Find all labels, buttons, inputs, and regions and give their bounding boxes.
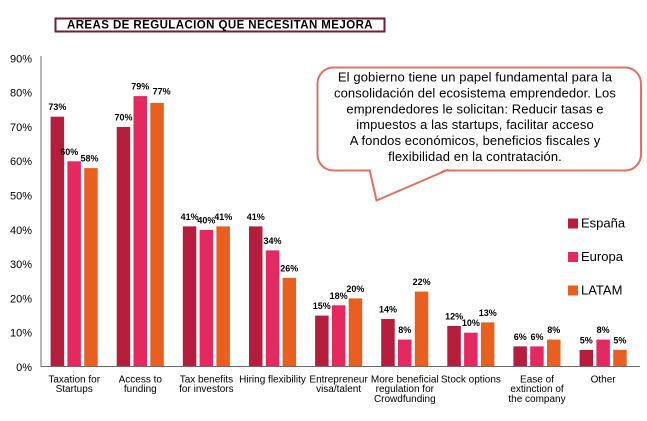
svg-text:22%: 22% <box>413 277 431 287</box>
svg-text:Stock options: Stock options <box>441 375 501 386</box>
svg-text:80%: 80% <box>10 88 32 100</box>
svg-text:More beneficial: More beneficial <box>371 375 439 386</box>
svg-text:extinction of: extinction of <box>510 384 564 395</box>
svg-text:España: España <box>581 216 626 231</box>
svg-text:the company: the company <box>508 394 565 405</box>
svg-text:emprendedores le solicitan: Re: emprendedores le solicitan: Reducir tasa… <box>346 101 603 116</box>
svg-text:20%: 20% <box>10 293 32 305</box>
svg-text:41%: 41% <box>247 212 265 222</box>
svg-text:for investors: for investors <box>179 384 233 395</box>
svg-text:8%: 8% <box>547 325 560 335</box>
svg-text:26%: 26% <box>280 263 298 273</box>
svg-text:Entrepreneur: Entrepreneur <box>309 375 368 386</box>
svg-text:40%: 40% <box>10 225 32 237</box>
svg-text:6%: 6% <box>530 332 543 342</box>
svg-text:AREAS DE REGULACION QUE NECESI: AREAS DE REGULACION QUE NECESITAN MEJORA <box>67 20 373 32</box>
svg-text:34%: 34% <box>263 236 281 246</box>
svg-text:10%: 10% <box>10 328 32 340</box>
svg-text:15%: 15% <box>313 301 331 311</box>
svg-text:41%: 41% <box>214 212 232 222</box>
svg-text:58%: 58% <box>80 154 98 164</box>
svg-text:77%: 77% <box>153 87 171 97</box>
svg-text:Other: Other <box>591 375 617 386</box>
svg-text:70%: 70% <box>10 122 32 134</box>
svg-text:funding: funding <box>124 384 157 395</box>
svg-text:impuestos a las startups, faci: impuestos a las startups, facilitar acce… <box>356 117 594 132</box>
svg-text:6%: 6% <box>514 332 527 342</box>
svg-text:60%: 60% <box>60 147 78 157</box>
svg-text:14%: 14% <box>379 305 397 315</box>
svg-text:Europa: Europa <box>581 249 624 264</box>
svg-text:Taxation for: Taxation for <box>48 375 100 386</box>
svg-text:Ease of: Ease of <box>520 375 554 386</box>
svg-text:10%: 10% <box>462 318 480 328</box>
svg-text:70%: 70% <box>114 113 132 123</box>
svg-text:60%: 60% <box>10 156 32 168</box>
svg-text:consolidación del ecosistema e: consolidación del ecosistema emprendedor… <box>334 85 616 100</box>
svg-text:regulation for: regulation for <box>376 384 435 395</box>
svg-text:Startups: Startups <box>56 384 93 395</box>
svg-text:El gobierno tiene un papel fun: El gobierno tiene un papel fundamental p… <box>338 70 613 85</box>
svg-text:flexibilidad en la contratació: flexibilidad en la contratación. <box>388 149 562 164</box>
svg-text:12%: 12% <box>445 311 463 321</box>
svg-text:Tax benefits: Tax benefits <box>180 375 233 386</box>
svg-text:8%: 8% <box>597 325 610 335</box>
svg-text:5%: 5% <box>613 335 626 345</box>
svg-text:13%: 13% <box>479 308 497 318</box>
svg-text:Hiring flexibility: Hiring flexibility <box>239 375 306 386</box>
svg-text:visa/talent: visa/talent <box>316 384 361 395</box>
svg-text:73%: 73% <box>48 102 66 112</box>
svg-text:5%: 5% <box>580 335 593 345</box>
svg-text:Crowdfunding: Crowdfunding <box>374 394 436 405</box>
svg-text:18%: 18% <box>330 291 348 301</box>
svg-text:20%: 20% <box>346 284 364 294</box>
svg-text:30%: 30% <box>10 259 32 271</box>
svg-text:90%: 90% <box>10 53 32 65</box>
svg-text:50%: 50% <box>10 191 32 203</box>
svg-text:41%: 41% <box>181 212 199 222</box>
svg-text:79%: 79% <box>131 82 149 92</box>
svg-text:LATAM: LATAM <box>581 283 622 298</box>
svg-text:8%: 8% <box>398 325 411 335</box>
svg-text:A fondos económicos, beneficio: A fondos económicos, beneficios fiscales… <box>350 133 601 148</box>
svg-text:Access to: Access to <box>119 375 163 386</box>
svg-text:0%: 0% <box>16 362 32 374</box>
svg-text:40%: 40% <box>197 215 215 225</box>
